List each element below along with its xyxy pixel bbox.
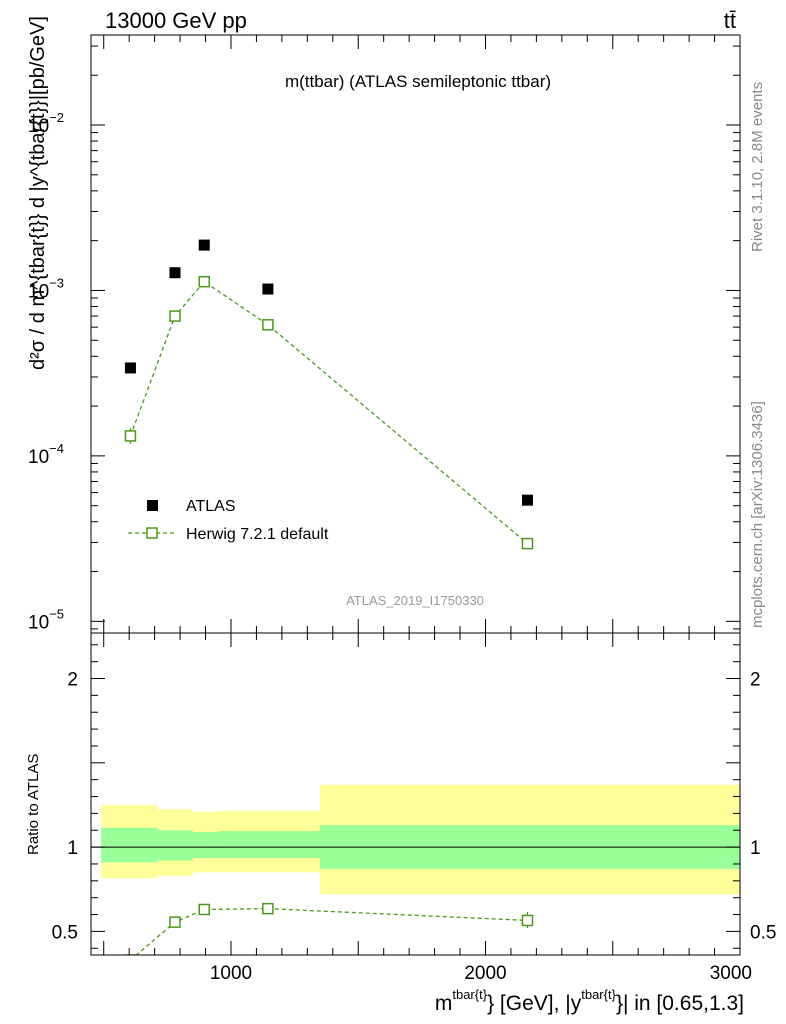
x-axis-label-mid: } [GeV], |y [487,992,582,1015]
main-frame [90,34,741,634]
source-label: mcplots.cern.ch [arXiv:1306.3436] [749,401,766,628]
x-axis-label: mtbar{t}} [GeV], |ytbar{t}}| in [0.65,1.… [435,987,744,1015]
legend-herwig-marker [146,527,158,539]
main-y-tick-label-exponent: −5 [49,606,64,621]
main-y-tick-label: 10−4 [28,441,64,468]
main-y-tick-label-base: 10 [28,116,49,137]
atlas-point [198,239,210,251]
main-ticks [91,35,741,633]
legend-atlas-label: ATLAS [186,498,236,515]
main-y-tick-label: 10−5 [28,606,64,633]
herwig-point [198,275,211,288]
ratio-y-tick-label-right: 2 [750,670,761,691]
main-y-tick-label: 10−3 [28,275,64,302]
herwig-point [169,310,181,322]
x-tick-label: 3000 [710,963,752,984]
ratio-ticks [91,633,741,955]
atlas-point [521,494,533,506]
atlas-point [124,362,136,374]
ratio-bands [101,784,740,895]
atlas-point [169,267,181,279]
ratio-band-inner [157,830,193,861]
x-axis-label-end: }| in [0.65,1.3] [616,992,744,1015]
main-series [124,239,534,550]
ratio-band-inner [101,827,158,863]
ratio-y-tick-label-left: 0.5 [52,922,78,943]
ratio-band-inner [218,831,321,859]
atlas-point [262,283,274,295]
ratio-herwig-point [262,902,274,915]
ratio-herwig-line [135,907,528,955]
ratio-herwig-point [124,954,137,955]
main-panel: 10−510−410−310−2 m(ttbar) (ATLAS semilep… [27,16,741,634]
main-y-axis-label: d²σ / d m^{tbar{t}} d |y^{tbar{t}}|[pb/G… [27,16,49,370]
herwig-point [262,319,274,331]
ratio-herwig-point [198,903,211,916]
main-y-tick-label-exponent: −4 [49,441,64,456]
analysis-id-label: ATLAS_2019_I1750330 [346,593,484,608]
x-axis-label-sup1: tbar{t} [452,987,487,1002]
ratio-y-tick-label-right: 0.5 [750,922,776,943]
ratio-band-inner [192,831,219,859]
x-axis-label-sup2: tbar{t} [581,987,616,1002]
ratio-y-tick-label-right: 1 [750,838,761,859]
legend-atlas-marker [147,500,158,511]
x-tick-label: 1000 [210,963,252,984]
herwig-point [521,537,534,550]
x-tick-label: 2000 [464,963,506,984]
process-label: tt̄ [724,8,736,33]
main-y-tick-label-exponent: −2 [49,110,64,125]
ratio-herwig-point [521,914,534,927]
main-y-tick-label: 10−2 [28,110,64,137]
main-y-tick-label-base: 10 [28,447,49,468]
ratio-frame [90,632,741,956]
energy-label: 13000 GeV pp [105,8,247,33]
herwig-point [124,430,137,442]
main-y-tick-label-base: 10 [28,281,49,302]
x-axis-label-main: m [435,992,453,1015]
ratio-herwig-point [169,916,181,928]
legend: ATLAS Herwig 7.2.1 default [128,498,329,543]
ratio-y-axis-label: Ratio to ATLAS [25,754,42,855]
ratio-y-tick-label-left: 2 [67,670,78,691]
ratio-tick-labels: 0.5 0.5 1 1 2 2 1000 2000 3000 [52,670,777,984]
main-title: m(ttbar) (ATLAS semileptonic ttbar) [285,72,551,91]
main-y-tick-labels: 10−510−410−310−2 [28,110,64,633]
rivet-version-label: Rivet 3.1.10, 2.8M events [749,82,766,252]
main-y-tick-label-base: 10 [28,612,49,633]
main-y-tick-label-exponent: −3 [49,275,64,290]
ratio-series [124,902,534,955]
herwig-line [129,280,528,545]
ratio-y-tick-label-left: 1 [67,838,78,859]
legend-herwig-label: Herwig 7.2.1 default [186,526,329,543]
